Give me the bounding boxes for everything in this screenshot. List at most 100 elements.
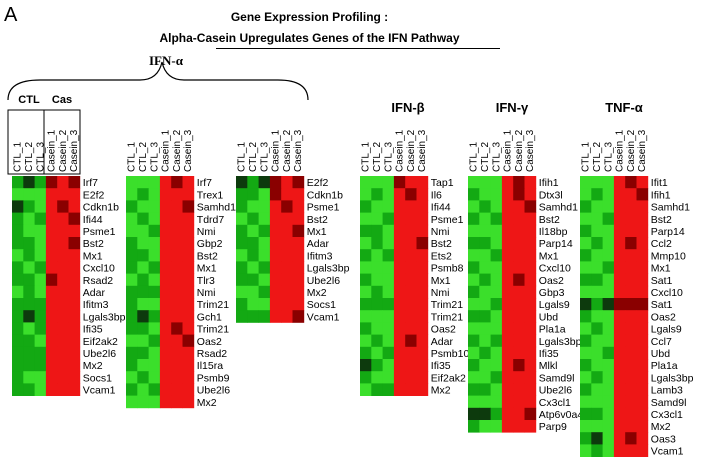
gene-label: Cdkn1b — [83, 202, 119, 214]
heatmap-cell — [57, 188, 69, 201]
heatmap-cell — [591, 322, 603, 335]
heatmap-cell — [371, 371, 383, 384]
heatmap-cell — [34, 359, 47, 372]
heatmap-cell — [416, 249, 429, 262]
heatmap-cell — [371, 249, 383, 262]
heatmap-cell — [613, 249, 626, 262]
heatmap-cell — [580, 237, 592, 250]
heatmap-cell — [236, 261, 248, 274]
gene-label: Samhd1 — [539, 202, 578, 214]
heatmap-cell — [34, 200, 47, 213]
heatmap-cell — [34, 322, 47, 335]
heatmap-cell — [479, 298, 491, 311]
heatmap-cell — [613, 407, 626, 421]
heatmap-cell — [182, 200, 195, 213]
heatmap-cell — [45, 212, 58, 226]
heatmap-cell — [591, 200, 603, 213]
heatmap-cell — [148, 273, 161, 287]
heatmap-cell — [613, 371, 626, 384]
heatmap-cell — [625, 273, 637, 287]
gene-label: Trim21 — [197, 299, 229, 311]
column-label: Casein_1 — [395, 129, 406, 172]
heatmap-cell — [501, 420, 514, 433]
heatmap-cell — [636, 432, 649, 445]
heatmap-cell — [126, 346, 138, 360]
heatmap-cell — [591, 420, 603, 433]
heatmap-cell — [524, 237, 537, 250]
heatmap-cell — [625, 407, 637, 421]
heatmap-cell — [591, 261, 603, 274]
heatmap-cell — [182, 273, 195, 287]
heatmap-cell — [258, 261, 271, 274]
heatmap-cell — [501, 359, 514, 372]
heatmap-cell — [490, 298, 503, 311]
heatmap-cell — [501, 188, 514, 201]
heatmap-cell — [625, 432, 637, 445]
heatmap-cell — [591, 212, 603, 226]
heatmap-cell — [393, 224, 406, 238]
heatmap-cell — [45, 298, 58, 311]
heatmap-cell — [281, 188, 293, 201]
heatmap-cell — [137, 310, 149, 323]
heatmap-cell — [292, 298, 305, 311]
heatmap-cell — [625, 224, 637, 238]
gene-label: Ube2l6 — [197, 385, 230, 397]
heatmap-cell — [479, 249, 491, 262]
heatmap-cell — [258, 188, 271, 201]
heatmap-cell — [159, 359, 172, 372]
heatmap-cell — [34, 346, 47, 360]
gene-label: Irf7 — [83, 177, 98, 189]
heatmap-cell — [68, 383, 81, 396]
heatmap-cell — [580, 200, 592, 213]
heatmap-cell — [625, 444, 637, 457]
heatmap-cell — [182, 310, 195, 323]
column-label: CTL_2 — [372, 142, 383, 172]
heatmap-cell — [137, 237, 149, 250]
heatmap-cell — [580, 395, 592, 409]
heatmap-cell — [57, 176, 69, 189]
heatmap-cell — [137, 176, 149, 189]
heatmap-cell — [479, 212, 491, 226]
heatmap-cell — [382, 176, 395, 189]
heatmap-cell — [281, 237, 293, 250]
heatmap-cell — [360, 273, 372, 287]
heatmap-cell — [148, 224, 161, 238]
heatmap-cell — [501, 273, 514, 287]
heatmap-cell — [393, 261, 406, 274]
gene-label: Il6 — [431, 189, 442, 201]
heatmap-cell — [524, 310, 537, 323]
gene-label: Nmi — [431, 226, 450, 238]
heatmap-cell — [479, 371, 491, 384]
heatmap-cell — [602, 188, 615, 201]
heatmap-cell — [34, 261, 47, 274]
heatmap-cell — [580, 224, 592, 238]
heatmap-cell — [625, 188, 637, 201]
heatmap-cell — [602, 334, 615, 348]
heatmap-cell — [382, 224, 395, 238]
heatmap-cell — [57, 273, 69, 287]
heatmap-cell — [360, 176, 372, 189]
heatmap-cell — [360, 359, 372, 372]
heatmap-cell — [416, 371, 429, 384]
heatmap-cell — [513, 346, 525, 360]
heatmap-cell — [360, 285, 372, 299]
gene-label: Ifih1 — [651, 189, 671, 201]
heatmap-cell — [416, 310, 429, 323]
heatmap-cell — [468, 298, 480, 311]
gene-label: Cdkn1b — [307, 189, 343, 201]
heatmap-cell — [360, 261, 372, 274]
column-label: CTL_2 — [592, 142, 603, 172]
gene-label: Ube2l6 — [307, 275, 340, 287]
heatmap-cell — [382, 298, 395, 311]
heatmap-cell — [625, 237, 637, 250]
gene-label: Ube2l6 — [539, 385, 572, 397]
heatmap-cell — [68, 359, 81, 372]
column-label: Casein_1 — [161, 129, 172, 172]
heatmap-cell — [171, 371, 183, 384]
heatmap-cell — [405, 359, 417, 372]
heatmap-cell — [393, 334, 406, 348]
heatmap-cell — [247, 212, 259, 226]
heatmap-cell — [393, 188, 406, 201]
heatmap-cell — [513, 298, 525, 311]
heatmap-cell — [12, 212, 24, 226]
